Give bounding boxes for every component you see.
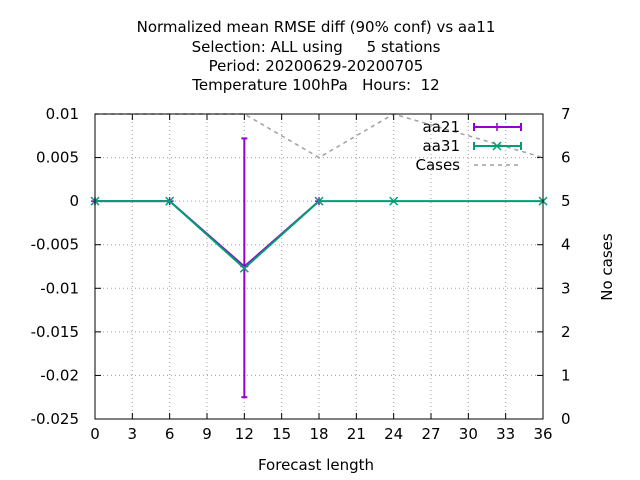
legend-label-aa21: aa21 xyxy=(423,118,460,136)
x-marker-b xyxy=(239,263,249,273)
x-tick-label: 30 xyxy=(459,425,478,443)
x-tick-label: 0 xyxy=(90,425,100,443)
chart-title: Normalized mean RMSE diff (90% conf) vs … xyxy=(137,18,496,94)
y-tick-label: -0.01 xyxy=(40,279,79,297)
x-tick-label: 33 xyxy=(496,425,515,443)
y-tick-label: -0.025 xyxy=(31,410,79,428)
series-cases xyxy=(95,113,544,159)
x-tick-label: 9 xyxy=(202,425,212,443)
x-tick-label: 24 xyxy=(384,425,403,443)
x-tick-label: 21 xyxy=(347,425,366,443)
series-layer xyxy=(90,113,548,399)
x-tick-label: 36 xyxy=(533,425,552,443)
y-tick-label: 0 xyxy=(69,192,79,210)
x-tick-label: 6 xyxy=(165,425,175,443)
y-tick-label: -0.005 xyxy=(31,236,79,254)
x-marker-b xyxy=(165,196,175,206)
title-line-3: Period: 20200629-20200705 xyxy=(209,57,424,75)
title-line-4: Temperature 100hPa Hours: 12 xyxy=(191,76,439,94)
x-tick-label: 15 xyxy=(272,425,291,443)
x-marker-b xyxy=(389,196,399,206)
y2-tick-label: 2 xyxy=(561,323,571,341)
y2-tick-label: 0 xyxy=(561,410,571,428)
x-marker-b xyxy=(492,141,502,151)
y2-axis-label: No cases xyxy=(598,233,616,301)
y-tick-label: 0.005 xyxy=(36,149,79,167)
y-tick-label: 0.01 xyxy=(46,105,79,123)
legend-label-cases: Cases xyxy=(415,156,460,174)
y2-tick-label: 7 xyxy=(561,105,571,123)
x-axis-label: Forecast length xyxy=(258,456,374,474)
y2-tick-label: 3 xyxy=(561,279,571,297)
x-tick-label: 18 xyxy=(309,425,328,443)
series-line-cases xyxy=(95,113,544,159)
y-axis-ticks: 0.01 0.005 0 -0.005 -0.01 -0.015 -0.02 -0.025 xyxy=(31,105,101,428)
title-line-1: Normalized mean RMSE diff (90% conf) vs … xyxy=(137,18,496,36)
y2-tick-label: 4 xyxy=(561,236,571,254)
x-tick-label: 3 xyxy=(128,425,138,443)
y2-tick-label: 5 xyxy=(561,192,571,210)
y-tick-label: -0.02 xyxy=(40,366,79,384)
grid xyxy=(95,114,543,419)
x-axis-ticks: 0 3 6 9 12 15 18 21 24 27 30 33 36 xyxy=(90,114,553,443)
y2-tick-label: 1 xyxy=(561,366,571,384)
plot-frame xyxy=(94,113,544,420)
legend-label-aa31: aa31 xyxy=(423,137,460,155)
x-tick-label: 27 xyxy=(421,425,440,443)
y2-tick-label: 6 xyxy=(561,149,571,167)
y-tick-label: -0.015 xyxy=(31,323,79,341)
series-line-aa31 xyxy=(95,200,543,270)
title-line-2: Selection: ALL using 5 stations xyxy=(192,38,441,56)
x-tick-label: 12 xyxy=(235,425,254,443)
x-marker-b xyxy=(314,196,324,206)
y2-axis-ticks: 7 6 5 4 3 2 1 0 xyxy=(537,105,571,428)
